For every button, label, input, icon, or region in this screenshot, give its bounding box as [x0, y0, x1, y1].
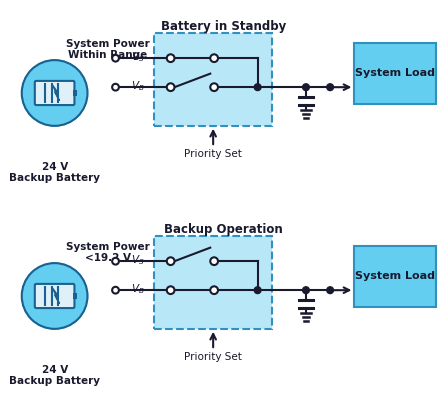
Text: Priority Set: Priority Set	[184, 352, 242, 362]
Circle shape	[303, 84, 309, 90]
Bar	[73, 293, 77, 299]
Text: $V_S$: $V_S$	[131, 50, 145, 64]
Circle shape	[210, 54, 218, 62]
Circle shape	[112, 287, 119, 294]
Text: Backup Operation: Backup Operation	[164, 223, 283, 236]
Circle shape	[210, 257, 218, 265]
Circle shape	[327, 84, 333, 90]
Circle shape	[167, 286, 174, 294]
Text: $V_B$: $V_B$	[131, 79, 145, 93]
Polygon shape	[53, 288, 60, 304]
Circle shape	[303, 287, 309, 294]
Text: 24 V
Backup Battery: 24 V Backup Battery	[9, 162, 100, 183]
Circle shape	[167, 257, 174, 265]
Text: System Load: System Load	[356, 68, 435, 78]
Text: Priority Set: Priority Set	[184, 149, 242, 159]
FancyBboxPatch shape	[354, 246, 437, 306]
Circle shape	[210, 286, 218, 294]
FancyBboxPatch shape	[35, 81, 74, 105]
Circle shape	[112, 55, 119, 62]
Circle shape	[22, 60, 88, 126]
FancyBboxPatch shape	[35, 284, 74, 308]
Circle shape	[112, 84, 119, 90]
Circle shape	[254, 287, 261, 294]
Text: 24 V
Backup Battery: 24 V Backup Battery	[9, 364, 100, 386]
Text: $V_S$: $V_S$	[131, 253, 145, 267]
Circle shape	[254, 84, 261, 90]
Text: $V_B$: $V_B$	[131, 282, 145, 296]
Text: System Power
<19.2 V: System Power <19.2 V	[66, 242, 150, 264]
Circle shape	[210, 83, 218, 91]
Polygon shape	[53, 85, 60, 101]
Circle shape	[167, 83, 174, 91]
FancyBboxPatch shape	[354, 43, 437, 103]
Circle shape	[22, 263, 88, 329]
Circle shape	[327, 287, 333, 294]
Text: System Load: System Load	[356, 271, 435, 281]
Text: System Power
Within Range: System Power Within Range	[66, 39, 150, 60]
FancyBboxPatch shape	[154, 236, 272, 329]
Circle shape	[112, 258, 119, 264]
Text: Battery in Standby: Battery in Standby	[161, 20, 287, 33]
Bar	[73, 90, 77, 96]
FancyBboxPatch shape	[154, 33, 272, 126]
Circle shape	[167, 54, 174, 62]
